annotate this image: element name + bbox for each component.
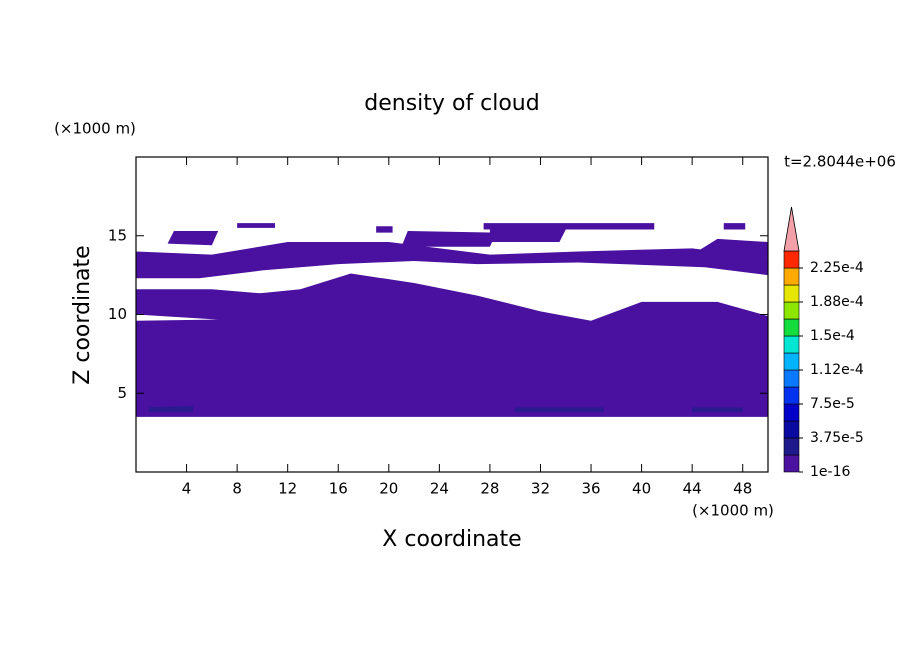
- x-tick-label: 12: [278, 480, 297, 498]
- colorbar-over: [783, 206, 800, 252]
- cloud-region: [376, 226, 393, 233]
- y-axis-label: Z coordinate: [70, 245, 95, 384]
- colorbar-tick-label: 1.88e-4: [810, 294, 864, 310]
- x-tick-label: 8: [232, 480, 242, 498]
- x-tick-label: 32: [531, 480, 550, 498]
- y-tick-label: 15: [108, 226, 127, 244]
- colorbar-tick-label: 1.12e-4: [810, 362, 864, 378]
- x-axis-label: X coordinate: [382, 527, 521, 552]
- colorbar-band: [783, 369, 800, 388]
- x-tick-label: 20: [379, 480, 398, 498]
- x-tick-label: 36: [581, 480, 600, 498]
- x-tick-label: 4: [182, 480, 192, 498]
- cloud-region: [483, 223, 655, 230]
- colorbar-tick-label: 1e-16: [810, 464, 850, 480]
- colorbar-band: [783, 267, 800, 286]
- chart-title: density of cloud: [364, 91, 539, 116]
- cloud-region: [167, 231, 219, 246]
- colorbar-band: [783, 250, 800, 269]
- colorbar-band: [783, 301, 800, 320]
- colorbar-tick-label: 7.5e-5: [810, 396, 855, 412]
- cloud-region: [148, 405, 193, 413]
- cloud-region: [692, 407, 743, 413]
- time-annotation: t=2.8044e+06: [784, 153, 896, 171]
- colorbar-band: [783, 352, 800, 371]
- x-unit: (×1000 m): [692, 502, 774, 520]
- cloud-region: [489, 229, 566, 243]
- y-tick-label: 10: [108, 305, 127, 323]
- colorbar-band: [783, 284, 800, 303]
- x-tick-label: 44: [683, 480, 702, 498]
- colorbar-tick-label: 1.5e-4: [810, 328, 855, 344]
- x-tick-label: 28: [480, 480, 499, 498]
- y-tick-label: 5: [117, 384, 127, 402]
- colorbar-band: [783, 437, 800, 456]
- colorbar-band: [783, 386, 800, 405]
- cloud-region: [723, 223, 746, 230]
- colorbar-tick-label: 2.25e-4: [810, 260, 864, 276]
- cloud-region: [515, 407, 604, 413]
- x-tick-label: 40: [632, 480, 651, 498]
- colorbar-band: [783, 318, 800, 337]
- cloud-region: [401, 231, 497, 247]
- colorbar-band: [783, 403, 800, 422]
- colorbar-tick-label: 3.75e-5: [810, 430, 864, 446]
- x-tick-label: 24: [430, 480, 449, 498]
- x-tick-label: 48: [733, 480, 752, 498]
- x-tick-label: 16: [329, 480, 348, 498]
- colorbar-band: [783, 420, 800, 439]
- cloud-region: [692, 238, 768, 258]
- cloud-region: [136, 289, 351, 326]
- y-unit: (×1000 m): [54, 120, 136, 138]
- cloud-region: [237, 223, 276, 228]
- cloud-region: [136, 242, 768, 279]
- colorbar-band: [783, 335, 800, 354]
- colorbar-band: [783, 454, 800, 473]
